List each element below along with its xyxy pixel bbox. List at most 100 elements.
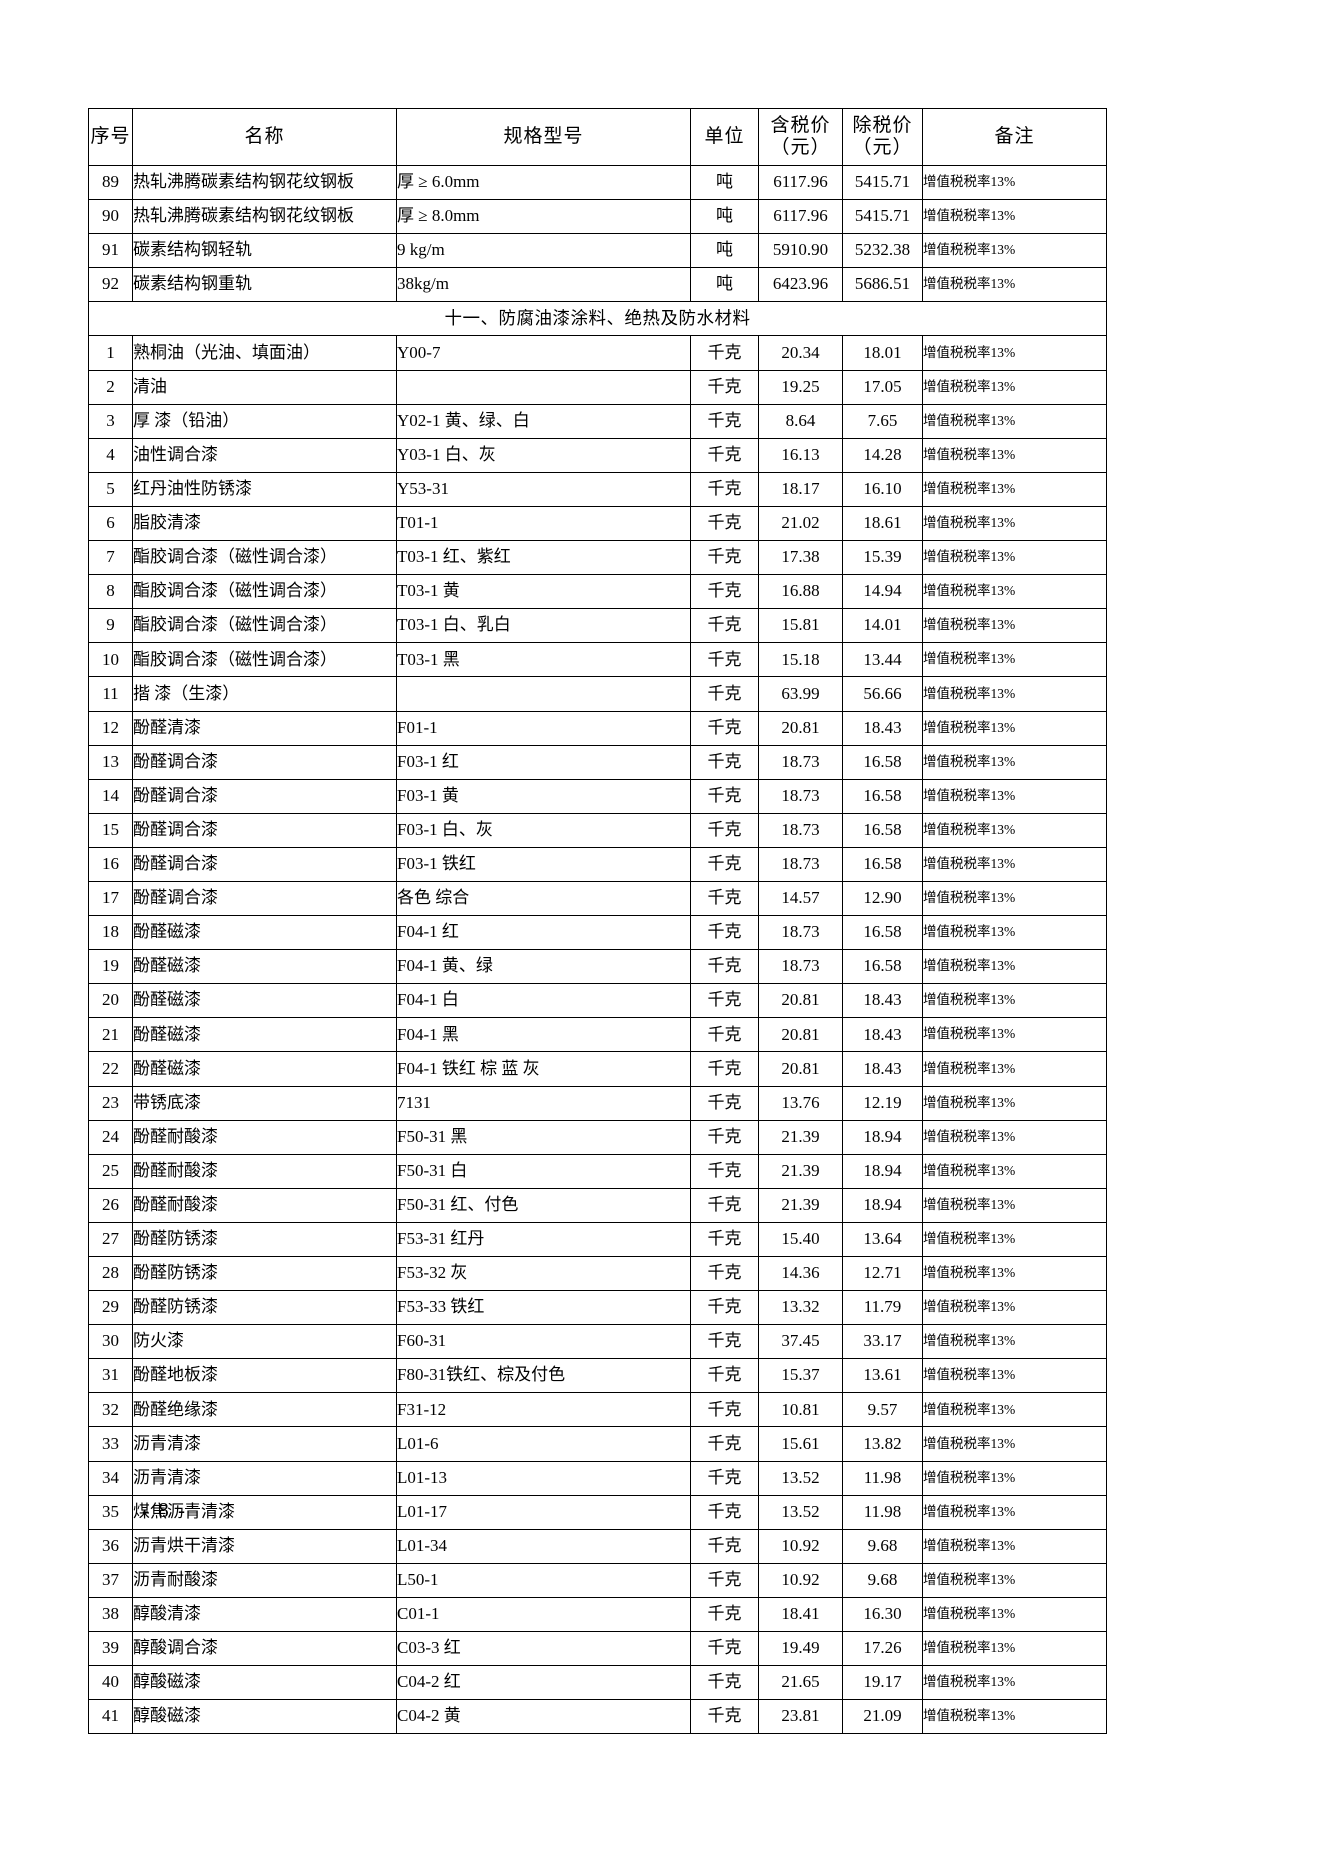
cell-note: 增值税税率13% (922, 983, 1107, 1019)
cell-price-excl-tax: 16.58 (842, 915, 923, 951)
cell-name: 酯胶调合漆（磁性调合漆） (132, 608, 397, 644)
cell-price-excl-tax: 16.58 (842, 812, 923, 848)
cell-price-excl-tax: 17.05 (842, 369, 923, 405)
cell-price-excl-tax: 18.43 (842, 1017, 923, 1053)
cell-price-incl-tax: 18.73 (758, 812, 843, 848)
cell-name: 酯胶调合漆（磁性调合漆） (132, 574, 397, 610)
cell-unit: 千克 (690, 1153, 759, 1189)
cell-name: 碳素结构钢重轨 (132, 267, 397, 303)
cell-note: 增值税税率13% (922, 437, 1107, 473)
cell-note: 增值税税率13% (922, 812, 1107, 848)
table-row: 14 酚醛调合漆 F03-1 黄千克 18.73 16.58 增值税税率13% (88, 778, 1107, 814)
cell-spec (396, 369, 691, 405)
cell-name: 酚醛绝缘漆 (132, 1392, 397, 1428)
cell-note: 增值税税率13% (922, 403, 1107, 439)
cell-price-excl-tax: 5415.71 (842, 199, 923, 235)
cell-unit: 千克 (690, 778, 759, 814)
table-header: 序号 名称 规格型号 单位 含税价 （元） 除税价 （元） 备注 (88, 108, 1107, 166)
cell-name: 酚醛磁漆 (132, 1051, 397, 1087)
cell-spec: T03-1 黄 (396, 574, 691, 610)
cell-unit: 千克 (690, 1631, 759, 1667)
cell-spec: F03-1 白、灰 (396, 812, 691, 848)
table-row: 38 醇酸清漆 C01-1 千克 18.41 16.30 增值税税率13% (88, 1596, 1107, 1633)
cell-seq: 25 (88, 1153, 133, 1189)
cell-unit: 千克 (690, 676, 759, 712)
header-unit: 单位 (690, 108, 759, 166)
cell-unit: 千克 (690, 437, 759, 473)
cell-note: 增值税税率13% (922, 1324, 1107, 1360)
cell-price-excl-tax: 16.10 (842, 471, 923, 507)
cell-price-excl-tax: 16.58 (842, 949, 923, 985)
cell-name: 红丹油性防锈漆 (132, 471, 397, 507)
cell-price-incl-tax: 20.81 (758, 710, 843, 746)
table-row: 16 酚醛调合漆 F03-1 铁红 千克 18.73 16.58 增值税税率13% (88, 846, 1107, 882)
cell-unit: 千克 (690, 880, 759, 917)
cell-price-excl-tax: 5686.51 (842, 267, 923, 303)
cell-spec: T03-1 红、紫红 (396, 540, 691, 576)
cell-price-excl-tax: 18.94 (842, 1153, 923, 1189)
cell-note: 增值税税率13% (922, 642, 1107, 678)
cell-unit: 千克 (690, 1221, 759, 1258)
cell-price-incl-tax: 13.52 (758, 1460, 843, 1496)
table-row: 2 清油 千克 19.25 17.05 增值税税率13% (88, 369, 1107, 405)
table-row: 12 酚醛清漆 F01-1 千克 20.81 18.43 增值税税率13% (88, 710, 1107, 746)
cell-price-excl-tax: 9.57 (842, 1392, 923, 1428)
cell-price-excl-tax: 11.79 (842, 1290, 923, 1326)
header-price-incl-tax: 含税价 （元） (758, 108, 843, 166)
cell-unit: 千克 (690, 471, 759, 507)
cell-note: 增值税税率13% (922, 505, 1107, 542)
cell-spec (396, 676, 691, 712)
table-row: 20 酚醛磁漆 F04-1 白千克 20.81 18.43 增值税税率13% (88, 983, 1107, 1019)
cell-price-incl-tax: 18.73 (758, 778, 843, 814)
cell-name: 酚醛调合漆 (132, 812, 397, 848)
cell-name: 醇酸磁漆 (132, 1665, 397, 1701)
cell-name: 揩 漆（生漆） (132, 676, 397, 712)
cell-price-incl-tax: 18.73 (758, 744, 843, 780)
cell-price-incl-tax: 10.81 (758, 1392, 843, 1428)
cell-note: 增值税税率13% (922, 1255, 1107, 1292)
cell-name: 带锈底漆 (132, 1085, 397, 1121)
table-row: 28 酚醛防锈漆 F53-32 灰千克 14.36 12.71 增值税税率13% (88, 1255, 1107, 1292)
cell-note: 增值税税率13% (922, 1528, 1107, 1564)
cell-spec: F04-1 黑 (396, 1017, 691, 1053)
cell-unit: 吨 (690, 233, 759, 269)
cell-note: 增值税税率13% (922, 1017, 1107, 1053)
cell-price-excl-tax: 12.90 (842, 880, 923, 917)
cell-spec: Y53-31 (396, 471, 691, 507)
cell-note: 增值税税率13% (922, 1358, 1107, 1394)
cell-price-incl-tax: 6117.96 (758, 199, 843, 235)
cell-price-incl-tax: 20.34 (758, 335, 843, 371)
cell-seq: 32 (88, 1392, 133, 1428)
cell-spec: F50-31 红、付色 (396, 1187, 691, 1223)
cell-note: 增值税税率13% (922, 471, 1107, 507)
cell-spec: C04-2 黄 (396, 1699, 691, 1735)
cell-unit: 千克 (690, 1392, 759, 1428)
cell-name: 酚醛防锈漆 (132, 1255, 397, 1292)
cell-note: 增值税税率13% (922, 915, 1107, 951)
cell-name: 热轧沸腾碳素结构钢花纹钢板 (132, 164, 397, 201)
cell-name: 碳素结构钢轻轨 (132, 233, 397, 269)
cell-spec: F04-1 黄、绿 (396, 949, 691, 985)
cell-price-incl-tax: 21.39 (758, 1153, 843, 1189)
cell-seq: 33 (88, 1426, 133, 1462)
cell-price-incl-tax: 15.81 (758, 608, 843, 644)
cell-price-excl-tax: 18.43 (842, 1051, 923, 1087)
cell-price-excl-tax: 12.19 (842, 1085, 923, 1121)
cell-unit: 千克 (690, 335, 759, 371)
material-price-table: 序号 名称 规格型号 单位 含税价 （元） 除税价 （元） 备注 89 热轧沸腾碳… (88, 108, 1107, 1735)
cell-spec: 38kg/m (396, 267, 691, 303)
cell-note: 增值税税率13% (922, 1426, 1107, 1462)
table-row: 9 酯胶调合漆（磁性调合漆） T03-1 白、乳白 千克 15.81 14.01 增值税税率… (88, 608, 1107, 644)
cell-price-incl-tax: 21.39 (758, 1119, 843, 1155)
cell-price-incl-tax: 13.32 (758, 1290, 843, 1326)
cell-note: 增值税税率13% (922, 1221, 1107, 1258)
cell-price-incl-tax: 16.88 (758, 574, 843, 610)
cell-price-excl-tax: 18.94 (842, 1119, 923, 1155)
cell-name: 清油 (132, 369, 397, 405)
cell-seq: 36 (88, 1528, 133, 1564)
cell-name: 酚醛调合漆 (132, 744, 397, 780)
cell-unit: 吨 (690, 267, 759, 303)
cell-price-excl-tax: 13.44 (842, 642, 923, 678)
table-row: 17 酚醛调合漆 各色 综合 千克 14.57 12.90 增值税税率13% (88, 880, 1107, 917)
cell-seq: 29 (88, 1290, 133, 1326)
